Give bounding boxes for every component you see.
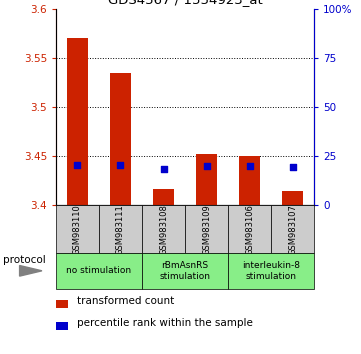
Bar xyxy=(271,205,314,253)
Bar xyxy=(142,205,185,253)
Bar xyxy=(99,205,142,253)
Text: GSM983111: GSM983111 xyxy=(116,204,125,255)
Point xyxy=(247,163,252,169)
Point xyxy=(161,166,166,172)
Bar xyxy=(282,190,303,205)
Title: GDS4567 / 1554923_at: GDS4567 / 1554923_at xyxy=(108,0,262,6)
Point xyxy=(290,164,295,170)
Text: interleukin-8
stimulation: interleukin-8 stimulation xyxy=(242,261,300,280)
Bar xyxy=(196,154,217,205)
Text: GSM983110: GSM983110 xyxy=(73,204,82,255)
Bar xyxy=(142,253,228,289)
Text: rBmAsnRS
stimulation: rBmAsnRS stimulation xyxy=(160,261,210,280)
Bar xyxy=(67,38,88,205)
Bar xyxy=(56,205,99,253)
Point xyxy=(204,163,209,169)
Bar xyxy=(185,205,228,253)
Bar xyxy=(153,189,174,205)
Polygon shape xyxy=(19,266,42,276)
Text: no stimulation: no stimulation xyxy=(66,266,131,275)
Point xyxy=(118,162,123,168)
Bar xyxy=(228,205,271,253)
Text: GSM983109: GSM983109 xyxy=(202,204,211,255)
Text: GSM983108: GSM983108 xyxy=(159,204,168,255)
Bar xyxy=(239,156,260,205)
Bar xyxy=(228,253,314,289)
Text: percentile rank within the sample: percentile rank within the sample xyxy=(77,318,252,328)
Text: GSM983107: GSM983107 xyxy=(288,204,297,255)
Point xyxy=(75,162,81,168)
Text: GSM983106: GSM983106 xyxy=(245,204,254,255)
Bar xyxy=(56,253,142,289)
Text: protocol: protocol xyxy=(3,255,45,265)
Text: transformed count: transformed count xyxy=(77,296,174,307)
Bar xyxy=(110,73,131,205)
Bar xyxy=(56,300,68,308)
Bar xyxy=(56,322,68,330)
